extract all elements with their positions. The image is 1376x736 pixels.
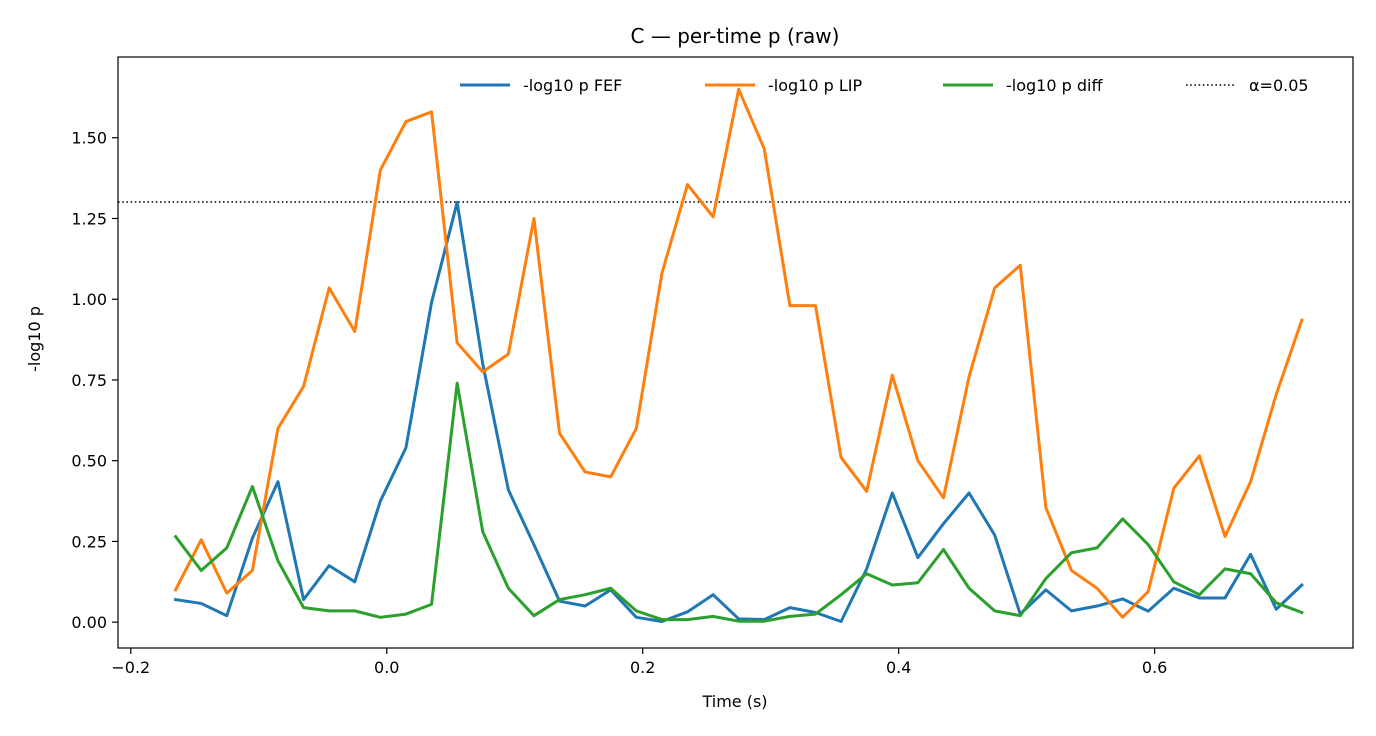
x-tick-label: 0.4 bbox=[886, 658, 911, 677]
axes: −0.2 0.0 0.2 0.4 0.6 0.00 0.25 0.50 0.75 1.00 1.25… bbox=[71, 129, 1167, 677]
x-axis-label: Time (s) bbox=[701, 692, 767, 711]
plot-area bbox=[118, 87, 1353, 624]
series-line-log10-p-lip bbox=[173, 87, 1304, 619]
series-line-log10-p-fef bbox=[173, 200, 1304, 624]
y-tick-label: 1.00 bbox=[71, 290, 107, 309]
series-line-log10-p-diff bbox=[173, 381, 1304, 623]
x-tick-label: 0.0 bbox=[374, 658, 399, 677]
x-tick-label: 0.6 bbox=[1142, 658, 1167, 677]
y-tick-label: 0.75 bbox=[71, 371, 107, 390]
x-tick-label: 0.2 bbox=[630, 658, 655, 677]
legend: -log10 p FEF -log10 p LIP -log10 p diff α=0… bbox=[460, 76, 1309, 95]
y-axis-label: -log10 p bbox=[25, 306, 44, 372]
legend-label: -log10 p FEF bbox=[523, 76, 622, 95]
legend-label: α=0.05 bbox=[1249, 76, 1309, 95]
y-tick-label: 1.50 bbox=[71, 129, 107, 148]
y-tick-label: 1.25 bbox=[71, 209, 107, 228]
legend-label: -log10 p diff bbox=[1006, 76, 1103, 95]
x-tick-label: −0.2 bbox=[111, 658, 150, 677]
plot-frame bbox=[117, 56, 1354, 649]
chart-title: C — per-time p (raw) bbox=[631, 24, 840, 48]
y-tick-label: 0.50 bbox=[71, 452, 107, 471]
y-tick-label: 0.25 bbox=[71, 532, 107, 551]
legend-label: -log10 p LIP bbox=[768, 76, 862, 95]
y-tick-label: 0.00 bbox=[71, 613, 107, 632]
